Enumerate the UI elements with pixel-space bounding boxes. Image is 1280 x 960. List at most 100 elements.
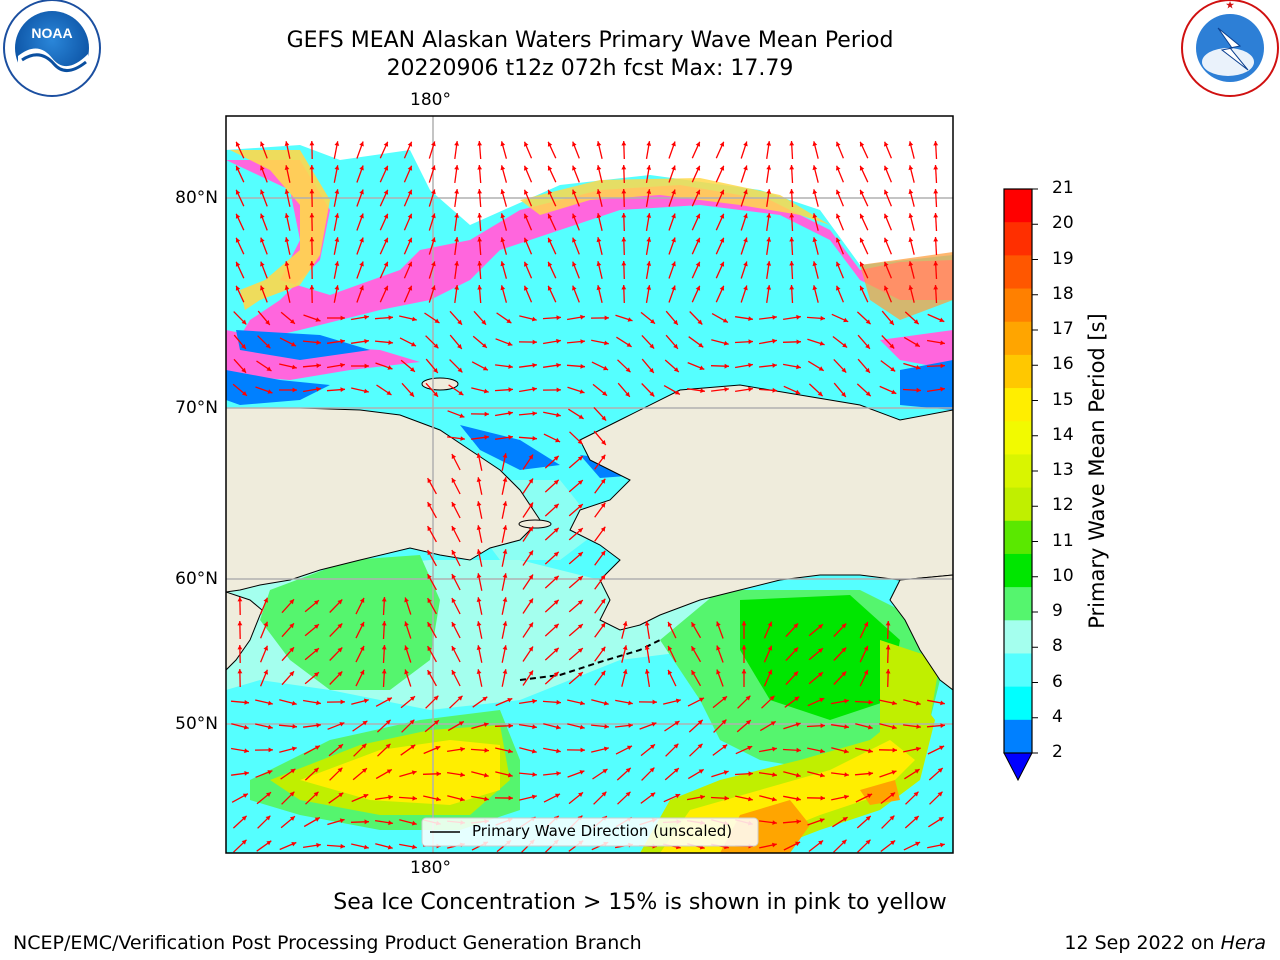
- wave-arrow-head: [601, 791, 607, 797]
- wave-arrow-head: [940, 700, 945, 706]
- wave-arrow-head: [891, 724, 897, 730]
- wave-arrow-head: [431, 165, 436, 171]
- wave-arrow-head: [649, 368, 654, 373]
- wave-arrow-head: [743, 141, 748, 147]
- wave-arrow-head: [241, 839, 247, 845]
- wave-arrow-head: [476, 669, 482, 674]
- colorbar-tick-label: 17: [1052, 319, 1074, 339]
- wave-arrow-head: [577, 648, 583, 653]
- wave-arrow-head: [553, 575, 559, 581]
- wave-arrow-head: [644, 669, 650, 674]
- colorbar-under-triangle: [1003, 752, 1033, 782]
- wave-arrow-head: [908, 213, 914, 219]
- wave-arrow-head: [476, 477, 482, 482]
- wave-arrow-head: [603, 365, 609, 371]
- wave-arrow-head: [646, 213, 652, 218]
- wave-arrow-head: [789, 165, 795, 170]
- wave-arrow-head: [532, 724, 537, 730]
- wave-arrow-head: [719, 285, 725, 291]
- wave-arrow-head: [818, 366, 824, 371]
- wave-arrow-head: [260, 189, 265, 195]
- wave-arrow-head: [411, 770, 417, 775]
- wave-arrow-head: [915, 841, 921, 847]
- wave-arrow-head: [789, 285, 795, 290]
- wave-arrow-head: [933, 165, 939, 170]
- wave-arrow-head: [309, 285, 315, 290]
- wave-arrow-head: [547, 141, 553, 147]
- wave-arrow-head: [673, 743, 679, 749]
- wave-arrow-head: [859, 237, 865, 243]
- wave-arrow-head: [284, 165, 290, 170]
- wave-arrow-head: [451, 598, 457, 603]
- wave-arrow-head: [577, 456, 583, 461]
- wave-arrow-head: [697, 719, 703, 725]
- wave-arrow-head: [841, 647, 847, 653]
- wave-arrow-head: [451, 478, 457, 483]
- wave-arrow-head: [844, 724, 849, 729]
- wave-arrow-head: [766, 165, 772, 170]
- wave-arrow-head: [650, 792, 656, 798]
- wave-arrow-head: [454, 261, 459, 266]
- wave-arrow-head: [796, 364, 801, 370]
- colorbar-segment: [1004, 321, 1032, 356]
- wave-arrow-head: [409, 391, 414, 397]
- colorbar-segment: [1004, 388, 1032, 422]
- wave-arrow-head: [451, 622, 457, 627]
- colorbar-tick-label: 20: [1052, 213, 1074, 234]
- wave-arrow-head: [532, 436, 537, 441]
- wave-arrow-head: [314, 600, 319, 605]
- wave-arrow-head: [410, 367, 415, 372]
- colorbar-tick-label: 8: [1052, 636, 1063, 657]
- lat-label-50: 50°N: [175, 714, 218, 734]
- wave-arrow-head: [646, 285, 652, 290]
- colorbar-segment: [1004, 354, 1032, 389]
- wave-arrow-head: [266, 840, 272, 846]
- wave-arrow-head: [865, 367, 870, 373]
- wave-arrow-head: [338, 744, 343, 749]
- wave-arrow-head: [867, 724, 873, 730]
- wave-arrow-head: [387, 844, 393, 850]
- wave-arrow-head: [451, 550, 457, 555]
- wave-arrow-head: [265, 320, 270, 325]
- wave-arrow-head: [484, 796, 489, 802]
- wave-arrow-head: [553, 623, 559, 629]
- wave-arrow-head: [818, 648, 823, 653]
- colorbar-segment: [1004, 653, 1032, 688]
- wave-arrow-head: [508, 795, 513, 801]
- wave-arrow-head: [524, 141, 529, 147]
- wave-arrow-head: [427, 670, 432, 676]
- wave-arrow-head: [289, 647, 294, 653]
- wave-arrow-head: [359, 621, 365, 627]
- wave-arrow-head: [649, 343, 655, 349]
- wave-arrow-head: [383, 213, 389, 219]
- wave-arrow-head: [524, 213, 529, 219]
- wave-arrow-head: [244, 771, 249, 776]
- wave-arrow-head: [359, 141, 364, 147]
- wave-arrow-head: [863, 621, 869, 627]
- wave-arrow-head: [796, 819, 801, 824]
- wave-arrow-head: [359, 597, 365, 603]
- wave-arrow-head: [434, 720, 439, 725]
- wave-arrow-head: [650, 744, 655, 749]
- wave-arrow-head: [695, 189, 701, 195]
- wave-arrow-head: [292, 364, 297, 370]
- noaa-logo-text: NOAA: [31, 25, 72, 41]
- wave-arrow-head: [580, 339, 585, 344]
- wave-arrow-head: [812, 261, 818, 267]
- colorbar-segment: [1004, 620, 1032, 654]
- lat-label-60: 60°N: [175, 569, 218, 589]
- wave-arrow-head: [409, 719, 415, 725]
- wave-arrow-head: [242, 793, 248, 798]
- wave-arrow-head: [502, 597, 508, 602]
- wave-arrow-head: [289, 791, 295, 797]
- wave-arrow-head: [431, 237, 436, 243]
- wave-arrow-head: [528, 478, 533, 484]
- wave-arrow-head: [363, 698, 369, 704]
- wave-arrow-head: [267, 389, 273, 394]
- wave-arrow-head: [722, 744, 728, 750]
- wave-arrow-head: [621, 285, 627, 290]
- wave-arrow-head: [812, 213, 818, 219]
- wave-arrow-head: [698, 769, 704, 774]
- wave-arrow-head: [484, 747, 489, 753]
